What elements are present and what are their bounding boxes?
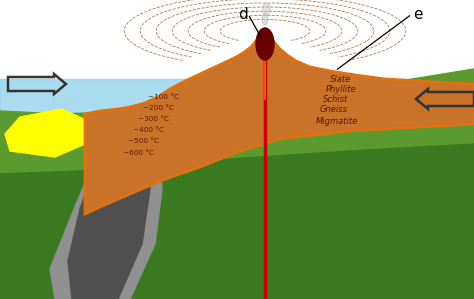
Ellipse shape xyxy=(262,13,268,25)
Polygon shape xyxy=(68,113,150,299)
Ellipse shape xyxy=(256,28,274,60)
Text: Slate: Slate xyxy=(330,74,351,83)
Text: e: e xyxy=(413,7,423,22)
Polygon shape xyxy=(0,144,474,299)
Text: Gneiss: Gneiss xyxy=(320,106,348,115)
Text: Phyllite: Phyllite xyxy=(326,85,357,94)
Text: Migmatite: Migmatite xyxy=(316,117,358,126)
Bar xyxy=(0,0,474,79)
Text: ~300 °C: ~300 °C xyxy=(138,116,169,122)
Text: ~400 °C: ~400 °C xyxy=(133,127,164,133)
Polygon shape xyxy=(85,29,474,214)
Text: d: d xyxy=(238,7,248,22)
Polygon shape xyxy=(5,109,88,157)
Text: ~200 °C: ~200 °C xyxy=(143,105,174,111)
Polygon shape xyxy=(50,107,162,299)
Bar xyxy=(0,79,474,114)
Text: Schist: Schist xyxy=(323,94,348,103)
Ellipse shape xyxy=(263,3,271,15)
Text: ~100 °C: ~100 °C xyxy=(148,94,179,100)
Text: ~500 °C: ~500 °C xyxy=(128,138,159,144)
Polygon shape xyxy=(0,69,474,299)
Text: ~600 °C: ~600 °C xyxy=(123,150,154,156)
